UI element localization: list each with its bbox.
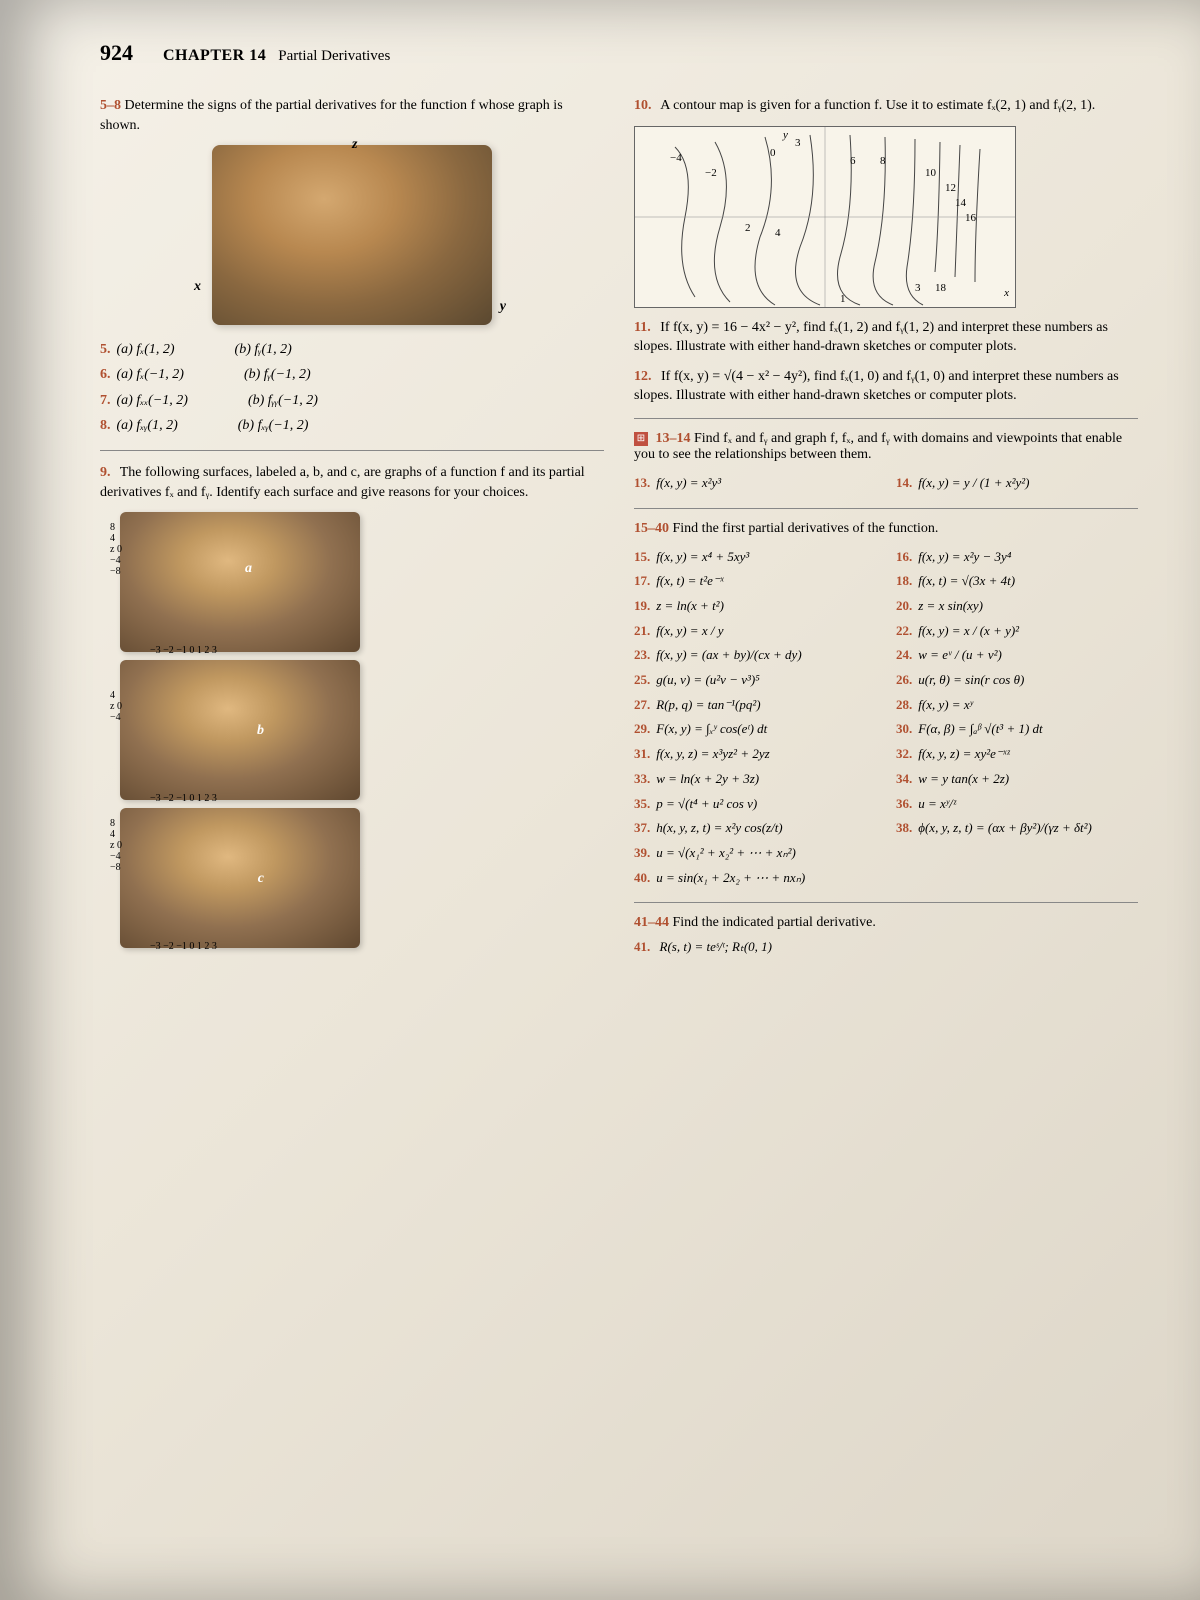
surface-c-container: c 84z 0−4−8 −3 −2 −1 0 1 2 3 xyxy=(100,808,604,948)
problem-41: 41. R(s, t) = teˢ/ᵗ; Rₜ(0, 1) xyxy=(634,939,1138,955)
problem-item: 32.f(x, y, z) = xy²e⁻ˣᶻ xyxy=(896,742,1138,767)
problem-item: 37.h(x, y, z, t) = x²y cos(z/t) xyxy=(634,816,876,841)
problem-11: 11. If f(x, y) = 16 − 4x² − y², find fₓ(… xyxy=(634,318,1138,357)
surface-a-container: a 84z 0−4−8 −3 −2 −1 0 1 2 3 xyxy=(100,512,604,652)
problem-item: 38.ϕ(x, y, z, t) = (αx + βy²)/(γz + δt²) xyxy=(896,816,1138,841)
divider-2 xyxy=(634,418,1138,419)
main-surface-graph: z x y xyxy=(212,145,492,325)
divider xyxy=(100,450,604,451)
problem-item: 34.w = y tan(x + 2z) xyxy=(896,767,1138,792)
z-ticks-c: 84z 0−4−8 xyxy=(110,818,122,873)
y-axis-label: y xyxy=(500,299,506,315)
problem-item: 19.z = ln(x + t²) xyxy=(634,594,876,619)
problem-6: 6.(a) fₓ(−1, 2) (b) fᵧ(−1, 2) xyxy=(100,362,604,387)
problem-item: 20.z = x sin(xy) xyxy=(896,594,1138,619)
surface-a: a xyxy=(120,512,360,652)
problem-item: 18.f(x, t) = √(3x + 4t) xyxy=(896,569,1138,594)
content-columns: 5–8 Determine the signs of the partial d… xyxy=(100,86,1150,956)
problem-item: 25.g(u, v) = (u²v − v³)⁵ xyxy=(634,668,876,693)
divider-3 xyxy=(634,508,1138,509)
problem-item: 40.u = sin(x₁ + 2x₂ + ⋯ + nxₙ) xyxy=(634,866,876,891)
section-5-8-intro: 5–8 Determine the signs of the partial d… xyxy=(100,96,604,135)
chapter-label: CHAPTER 14 Partial Derivatives xyxy=(163,47,390,65)
z-ticks-b: 4z 0−4 xyxy=(110,690,122,723)
problem-item: 17.f(x, t) = t²e⁻ˣ xyxy=(634,569,876,594)
problem-9-text: 9. The following surfaces, labeled a, b,… xyxy=(100,463,604,502)
problems-left-col: 15.f(x, y) = x⁴ + 5xy³17.f(x, t) = t²e⁻ˣ… xyxy=(634,545,876,891)
right-column: 10. A contour map is given for a functio… xyxy=(634,86,1138,956)
problem-item: 23.f(x, y) = (ax + by)/(cx + dy) xyxy=(634,643,876,668)
problem-item: 39.u = √(x₁² + x₂² + ⋯ + xₙ²) xyxy=(634,841,876,866)
problem-item: 36.u = xʸ/ᶻ xyxy=(896,792,1138,817)
problem-item: 35.p = √(t⁴ + u² cos v) xyxy=(634,792,876,817)
problem-item: 31.f(x, y, z) = x³yz² + 2yz xyxy=(634,742,876,767)
surface-c: c xyxy=(120,808,360,948)
problem-item: 30.F(α, β) = ∫ₐᵝ √(t³ + 1) dt xyxy=(896,717,1138,742)
problems-right-col: 16.f(x, y) = x²y − 3y⁴18.f(x, t) = √(3x … xyxy=(896,545,1138,891)
divider-4 xyxy=(634,902,1138,903)
cas-icon: ⊞ xyxy=(634,432,648,446)
section-41-44-header: 41–44 Find the indicated partial derivat… xyxy=(634,915,1138,931)
z-axis-label: z xyxy=(352,137,357,153)
contour-map: −4 −2 0 2 4 6 8 10 12 14 16 18 3 1 3 y x xyxy=(634,126,1016,308)
page-number: 924 xyxy=(100,40,133,66)
x-axis-label: x xyxy=(194,279,201,295)
problem-item: 28.f(x, y) = xʸ xyxy=(896,693,1138,718)
surface-b: b xyxy=(120,660,360,800)
section-13-14-header: ⊞ 13–14 Find fₓ and fᵧ and graph f, fₓ, … xyxy=(634,431,1138,463)
problem-item: 15.f(x, y) = x⁴ + 5xy³ xyxy=(634,545,876,570)
problem-5: 5.(a) fₓ(1, 2) (b) fᵧ(1, 2) xyxy=(100,337,604,362)
problem-12: 12. If f(x, y) = √(4 − x² − 4y²), find f… xyxy=(634,367,1138,406)
problem-item: 24.w = eᵛ / (u + v²) xyxy=(896,643,1138,668)
problem-item: 26.u(r, θ) = sin(r cos θ) xyxy=(896,668,1138,693)
problem-10-text: 10. A contour map is given for a functio… xyxy=(634,96,1138,116)
problem-8: 8.(a) fₓᵧ(1, 2) (b) fₓᵧ(−1, 2) xyxy=(100,413,604,438)
problem-item: 33.w = ln(x + 2y + 3z) xyxy=(634,767,876,792)
textbook-page: 924 CHAPTER 14 Partial Derivatives 5–8 D… xyxy=(0,0,1200,1600)
problem-item: 21.f(x, y) = x / y xyxy=(634,619,876,644)
problems-15-40: 15.f(x, y) = x⁴ + 5xy³17.f(x, t) = t²e⁻ˣ… xyxy=(634,545,1138,891)
section-15-40-header: 15–40 Find the first partial derivatives… xyxy=(634,521,1138,537)
page-header: 924 CHAPTER 14 Partial Derivatives xyxy=(100,40,1150,66)
problem-7: 7.(a) fₓₓ(−1, 2) (b) fᵧᵧ(−1, 2) xyxy=(100,388,604,413)
problem-item: 29.F(x, y) = ∫ₓʸ cos(eᵗ) dt xyxy=(634,717,876,742)
problem-item: 22.f(x, y) = x / (x + y)² xyxy=(896,619,1138,644)
problem-item: 16.f(x, y) = x²y − 3y⁴ xyxy=(896,545,1138,570)
z-ticks-a: 84z 0−4−8 xyxy=(110,522,122,577)
problems-13-14: 13.f(x, y) = x²y³ 14.f(x, y) = y / (1 + … xyxy=(634,471,1138,496)
surface-b-container: b 4z 0−4 −3 −2 −1 0 1 2 3 xyxy=(100,660,604,800)
problems-5-8-list: 5.(a) fₓ(1, 2) (b) fᵧ(1, 2) 6.(a) fₓ(−1,… xyxy=(100,337,604,438)
contour-svg xyxy=(635,127,1015,307)
left-column: 5–8 Determine the signs of the partial d… xyxy=(100,86,604,956)
problem-item: 27.R(p, q) = tan⁻¹(pq²) xyxy=(634,693,876,718)
